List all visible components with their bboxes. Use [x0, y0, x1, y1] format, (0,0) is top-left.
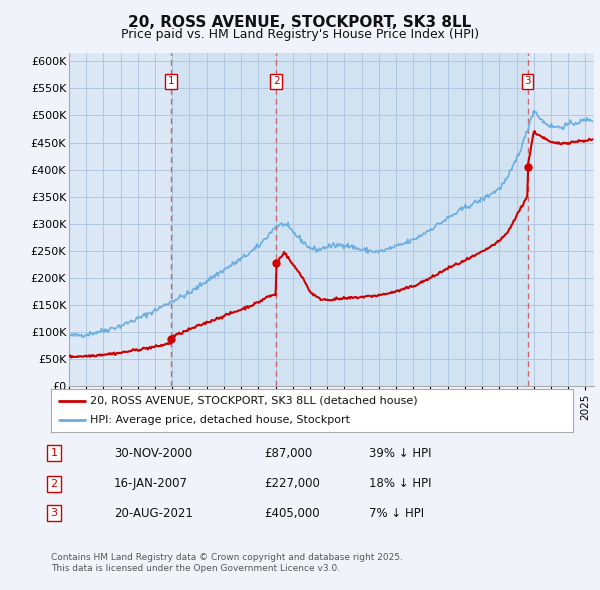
- Text: 30-NOV-2000: 30-NOV-2000: [114, 447, 192, 460]
- Text: HPI: Average price, detached house, Stockport: HPI: Average price, detached house, Stoc…: [90, 415, 350, 425]
- Text: 2: 2: [50, 479, 58, 489]
- Text: 16-JAN-2007: 16-JAN-2007: [114, 477, 188, 490]
- Text: 1: 1: [167, 77, 174, 86]
- Text: £405,000: £405,000: [264, 507, 320, 520]
- Text: 1: 1: [50, 448, 58, 458]
- Text: 39% ↓ HPI: 39% ↓ HPI: [369, 447, 431, 460]
- Text: 7% ↓ HPI: 7% ↓ HPI: [369, 507, 424, 520]
- Text: 20-AUG-2021: 20-AUG-2021: [114, 507, 193, 520]
- Text: 20, ROSS AVENUE, STOCKPORT, SK3 8LL (detached house): 20, ROSS AVENUE, STOCKPORT, SK3 8LL (det…: [90, 396, 418, 406]
- Text: 2: 2: [273, 77, 280, 86]
- Bar: [171, 53, 527, 386]
- Text: 3: 3: [50, 509, 58, 518]
- Text: Price paid vs. HM Land Registry's House Price Index (HPI): Price paid vs. HM Land Registry's House …: [121, 28, 479, 41]
- Text: 18% ↓ HPI: 18% ↓ HPI: [369, 477, 431, 490]
- Text: 20, ROSS AVENUE, STOCKPORT, SK3 8LL: 20, ROSS AVENUE, STOCKPORT, SK3 8LL: [128, 15, 472, 30]
- Text: Contains HM Land Registry data © Crown copyright and database right 2025.
This d: Contains HM Land Registry data © Crown c…: [51, 553, 403, 573]
- Text: £227,000: £227,000: [264, 477, 320, 490]
- Text: £87,000: £87,000: [264, 447, 312, 460]
- Text: 3: 3: [524, 77, 531, 86]
